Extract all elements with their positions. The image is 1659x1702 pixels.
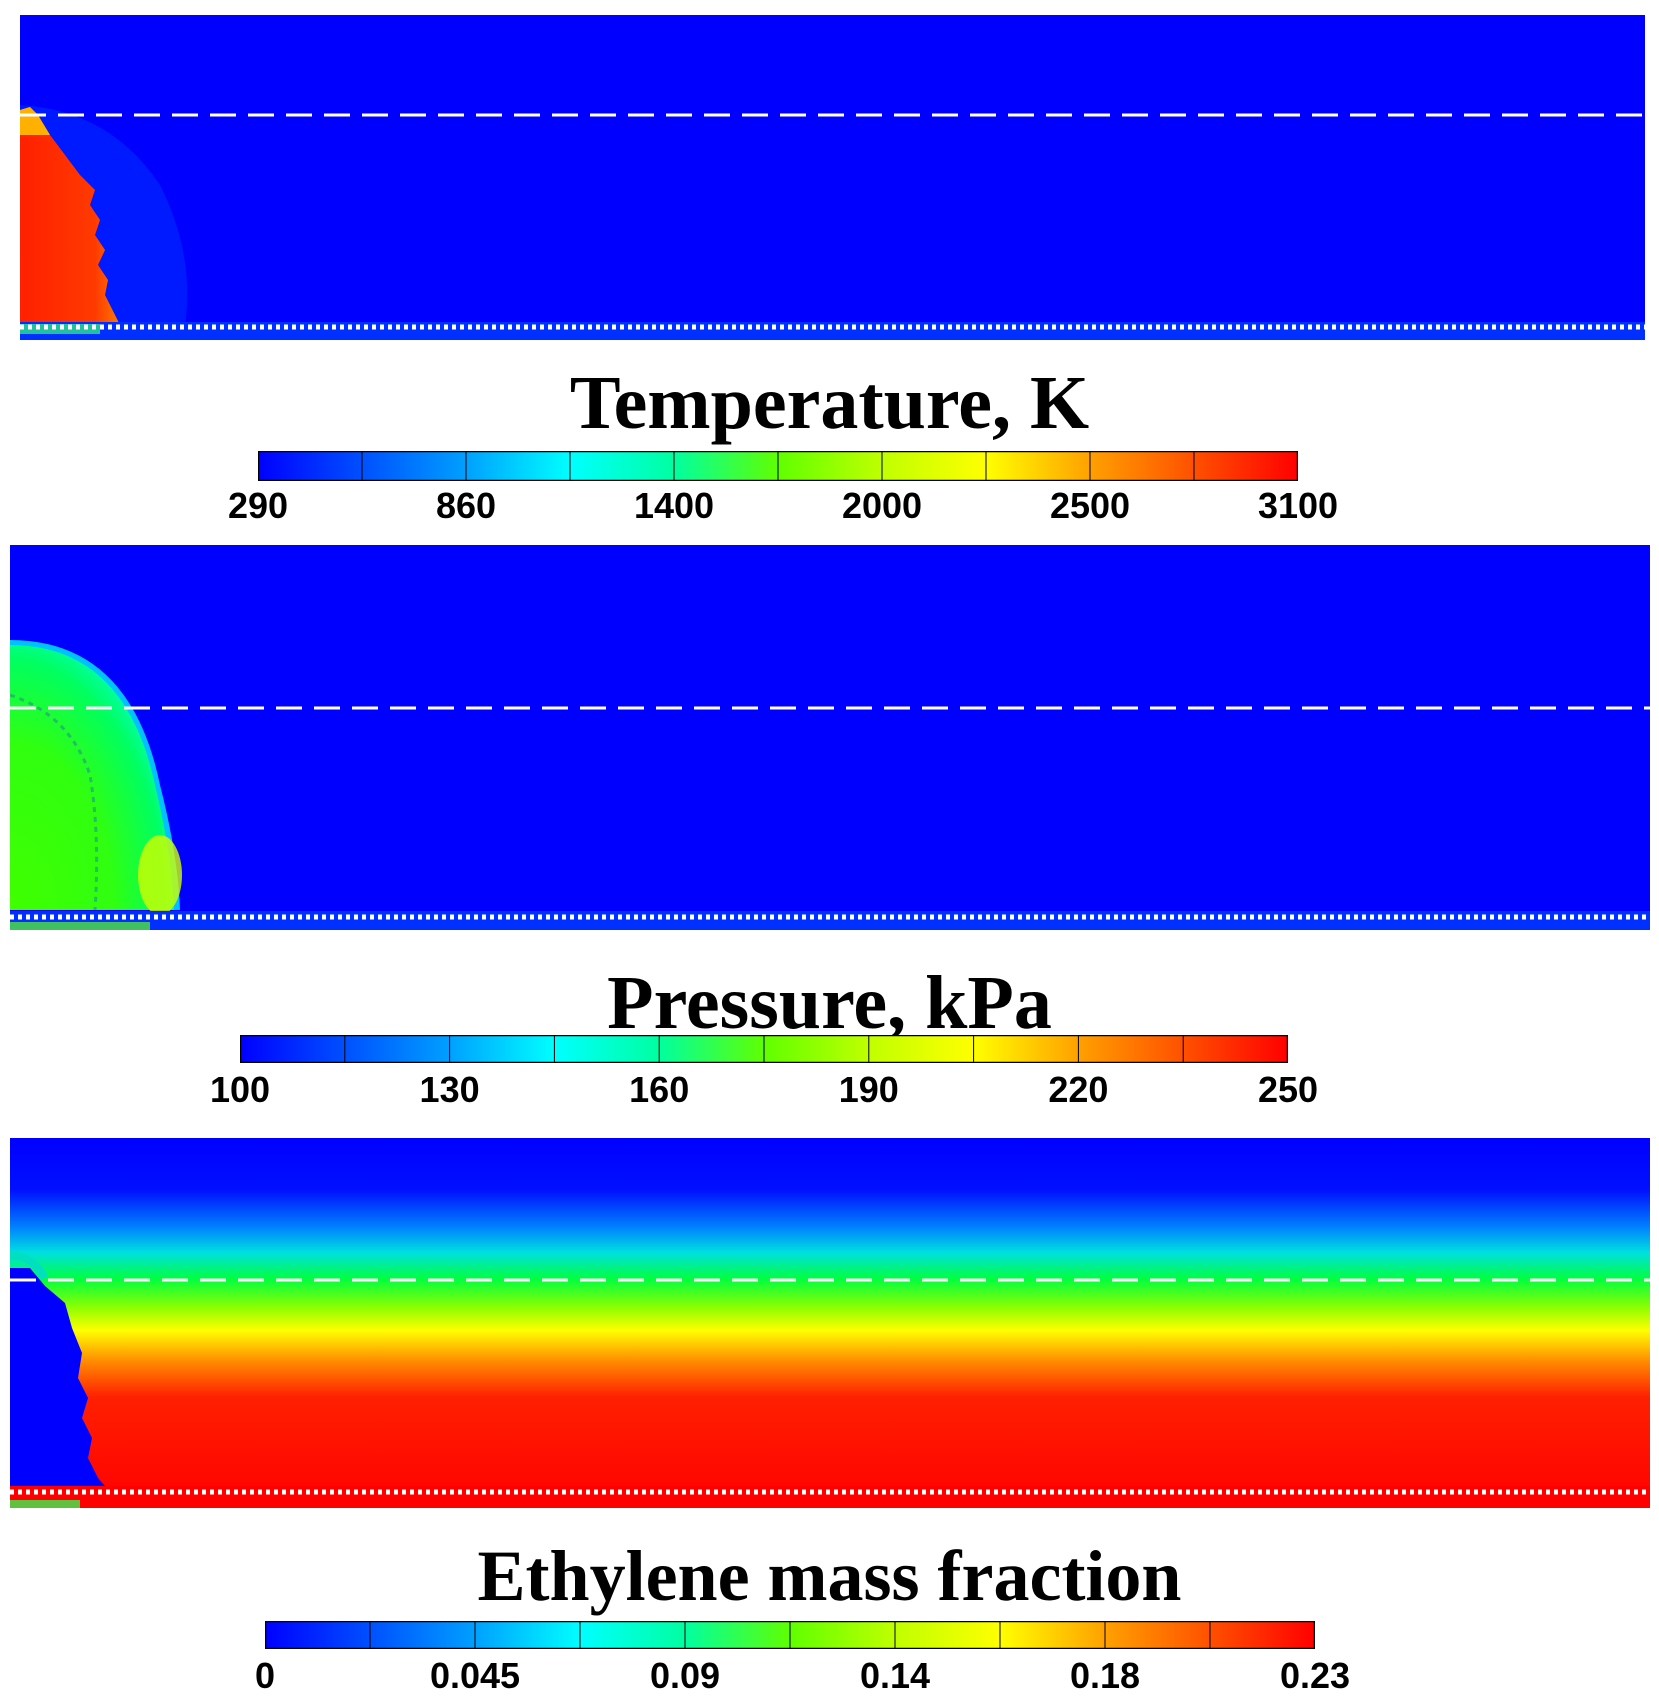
colorbar-segment — [778, 451, 883, 481]
temperature-colorbar — [258, 451, 1298, 481]
colorbar-tick-label: 0.09 — [649, 1655, 721, 1696]
colorbar-segment — [265, 1621, 371, 1649]
colorbar-segment — [882, 451, 987, 481]
colorbar-tick-label: 220 — [1048, 1069, 1109, 1110]
colorbar-segment — [868, 1035, 975, 1063]
colorbar-segment — [973, 1035, 1079, 1063]
colorbar-segment — [1078, 1035, 1184, 1063]
colorbar-segment — [240, 1035, 346, 1063]
colorbar-segment — [1194, 451, 1298, 481]
colorbar-segment — [362, 451, 467, 481]
temperature-contour-panel — [20, 15, 1645, 340]
colorbar-tick-label: 0 — [254, 1655, 276, 1696]
colorbar-segment — [790, 1621, 896, 1649]
colorbar-segment — [1210, 1621, 1315, 1649]
pressure-colorbar-title: Pressure, kPa — [607, 961, 1052, 1045]
colorbar-segment — [674, 451, 779, 481]
colorbar-tick-label: 190 — [838, 1069, 899, 1110]
colorbar-segment — [370, 1621, 476, 1649]
colorbar-segment — [554, 1035, 660, 1063]
colorbar-tick-label: 1400 — [633, 485, 715, 526]
colorbar-segment — [344, 1035, 451, 1063]
pressure-contour-panel — [10, 545, 1650, 930]
colorbar-segment — [895, 1621, 1001, 1649]
colorbar-tick-label: 130 — [419, 1069, 480, 1110]
colorbar-segment — [1000, 1621, 1106, 1649]
colorbar-segment — [986, 451, 1091, 481]
colorbar-tick-label: 0.14 — [859, 1655, 931, 1696]
colorbar-tick-label: 0.18 — [1069, 1655, 1141, 1696]
colorbar-tick-label: 2500 — [1049, 485, 1131, 526]
colorbar-segment — [570, 451, 675, 481]
colorbar-tick-label: 860 — [435, 485, 497, 526]
ethylene-colorbar — [265, 1621, 1315, 1649]
colorbar-segment — [449, 1035, 555, 1063]
temperature-colorbar-title: Temperature, K — [569, 361, 1090, 445]
colorbar-segment — [466, 451, 571, 481]
pressure-colorbar — [240, 1035, 1288, 1063]
colorbar-segment — [580, 1621, 686, 1649]
colorbar-segment — [1090, 451, 1195, 481]
colorbar-segment — [659, 1035, 765, 1063]
colorbar-tick-label: 0.23 — [1279, 1655, 1351, 1696]
colorbar-segment — [764, 1035, 870, 1063]
colorbar-segment — [685, 1621, 791, 1649]
colorbar-tick-label: 2000 — [841, 485, 923, 526]
colorbar-tick-label: 250 — [1257, 1069, 1319, 1110]
colorbar-tick-label: 290 — [227, 485, 289, 526]
colorbar-tick-label: 160 — [629, 1069, 690, 1110]
colorbar-segment — [1105, 1621, 1211, 1649]
colorbar-tick-label: 100 — [209, 1069, 271, 1110]
colorbar-segment — [475, 1621, 581, 1649]
ethylene-colorbar-title: Ethylene mass fraction — [477, 1536, 1182, 1616]
colorbar-segment — [258, 451, 363, 481]
colorbar-segment — [1183, 1035, 1288, 1063]
colorbar-tick-label: 3100 — [1257, 485, 1339, 526]
colorbar-tick-label: 0.045 — [429, 1655, 521, 1696]
ethylene-contour-panel — [10, 1138, 1650, 1508]
